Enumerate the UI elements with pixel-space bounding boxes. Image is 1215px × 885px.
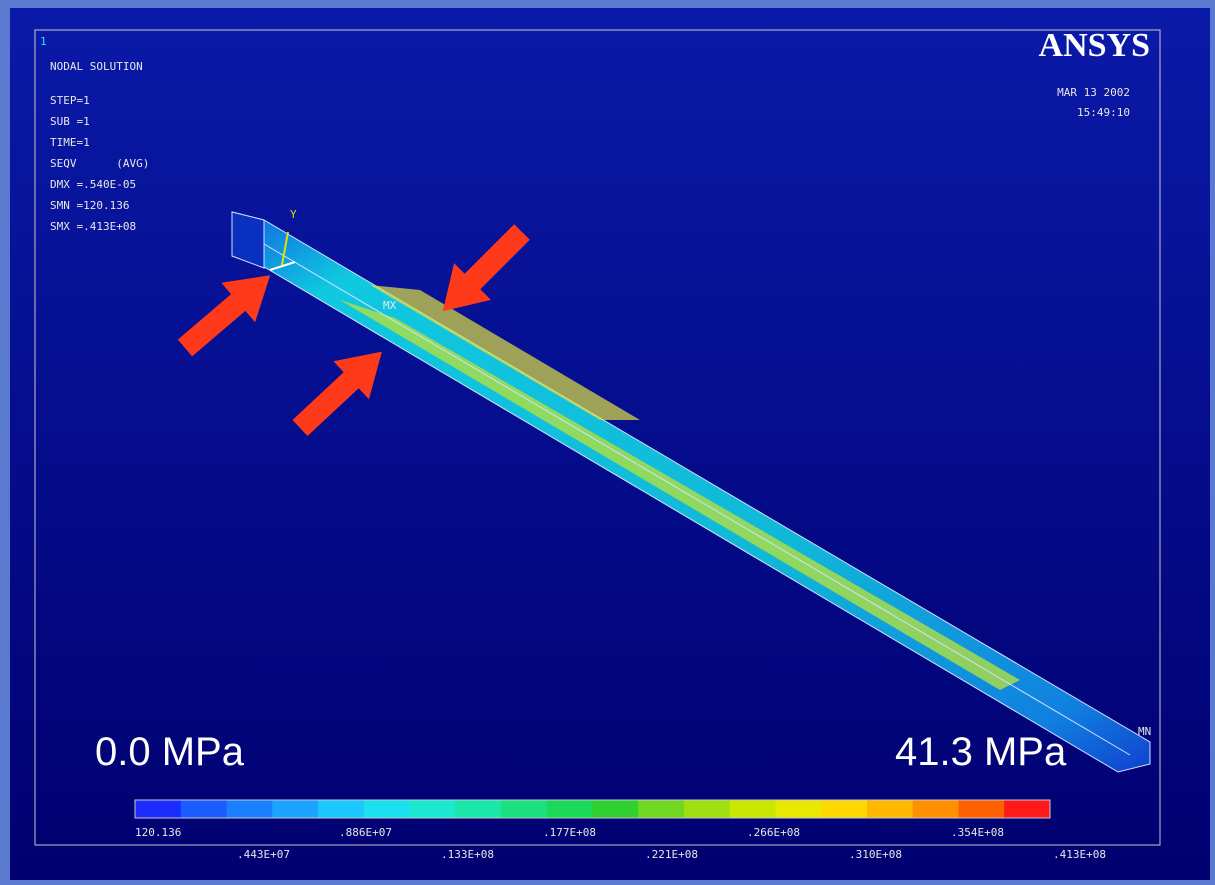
colorbar-segment xyxy=(1004,800,1050,818)
max-label: 41.3 MPa xyxy=(895,730,1067,774)
colorbar-segment xyxy=(913,800,959,818)
info-line: SMN =120.136 xyxy=(50,199,129,212)
axis-label: Y xyxy=(290,208,297,221)
colorbar-segment xyxy=(730,800,776,818)
legend-label: .354E+08 xyxy=(951,826,1004,839)
legend-label: .886E+07 xyxy=(339,826,392,839)
screen: 1 NODAL SOLUTION STEP=1 SUB =1 TIME=1 SEQV … xyxy=(0,0,1215,885)
colorbar-segment xyxy=(501,800,547,818)
colorbar-segment xyxy=(227,800,273,818)
colorbar-segment xyxy=(364,800,410,818)
legend-label: .413E+08 xyxy=(1053,848,1106,861)
legend-label: .266E+08 xyxy=(747,826,800,839)
colorbar-segment xyxy=(410,800,456,818)
legend-label: .221E+08 xyxy=(645,848,698,861)
colorbar-segment xyxy=(684,800,730,818)
logo: ANSYS xyxy=(1039,27,1150,64)
colorbar-segment xyxy=(318,800,364,818)
colorbar-segment xyxy=(776,800,822,818)
window-number: 1 xyxy=(40,35,47,48)
info-line: SUB =1 xyxy=(50,115,90,128)
legend-label: 120.136 xyxy=(135,826,181,839)
info-line: STEP=1 xyxy=(50,94,90,107)
colorbar-segment xyxy=(867,800,913,818)
info-line: DMX =.540E-05 xyxy=(50,178,136,191)
min-label: 0.0 MPa xyxy=(95,730,245,774)
info-line: SMX =.413E+08 xyxy=(50,220,136,233)
colorbar-segment xyxy=(593,800,639,818)
colorbar-segment xyxy=(272,800,318,818)
colorbar-segment xyxy=(821,800,867,818)
colorbar xyxy=(135,800,1051,818)
min-marker: MN xyxy=(1138,725,1151,738)
title: NODAL SOLUTION xyxy=(50,60,143,73)
legend-label: .443E+07 xyxy=(237,848,290,861)
colorbar-segment xyxy=(547,800,593,818)
colorbar-segment xyxy=(959,800,1005,818)
colorbar-segment xyxy=(135,800,181,818)
legend-label: .177E+08 xyxy=(543,826,596,839)
info-line: SEQV (AVG) xyxy=(50,157,149,170)
colorbar-segment xyxy=(181,800,227,818)
max-marker: MX xyxy=(383,299,397,312)
date: MAR 13 2002 xyxy=(1057,86,1130,99)
info-line: TIME=1 xyxy=(50,136,90,149)
colorbar-segment xyxy=(638,800,684,818)
legend-label: .310E+08 xyxy=(849,848,902,861)
time: 15:49:10 xyxy=(1077,106,1130,119)
colorbar-segment xyxy=(455,800,501,818)
legend-label: .133E+08 xyxy=(441,848,494,861)
